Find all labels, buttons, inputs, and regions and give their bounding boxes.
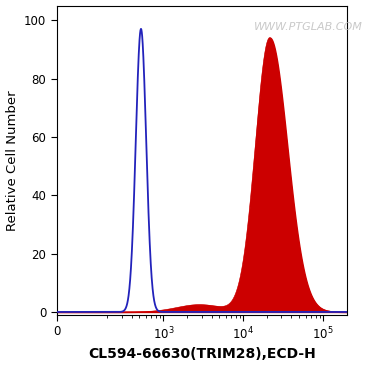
X-axis label: CL594-66630(TRIM28),ECD-H: CL594-66630(TRIM28),ECD-H xyxy=(88,348,316,361)
Text: WWW.PTGLAB.COM: WWW.PTGLAB.COM xyxy=(254,22,363,32)
Y-axis label: Relative Cell Number: Relative Cell Number xyxy=(6,90,18,230)
